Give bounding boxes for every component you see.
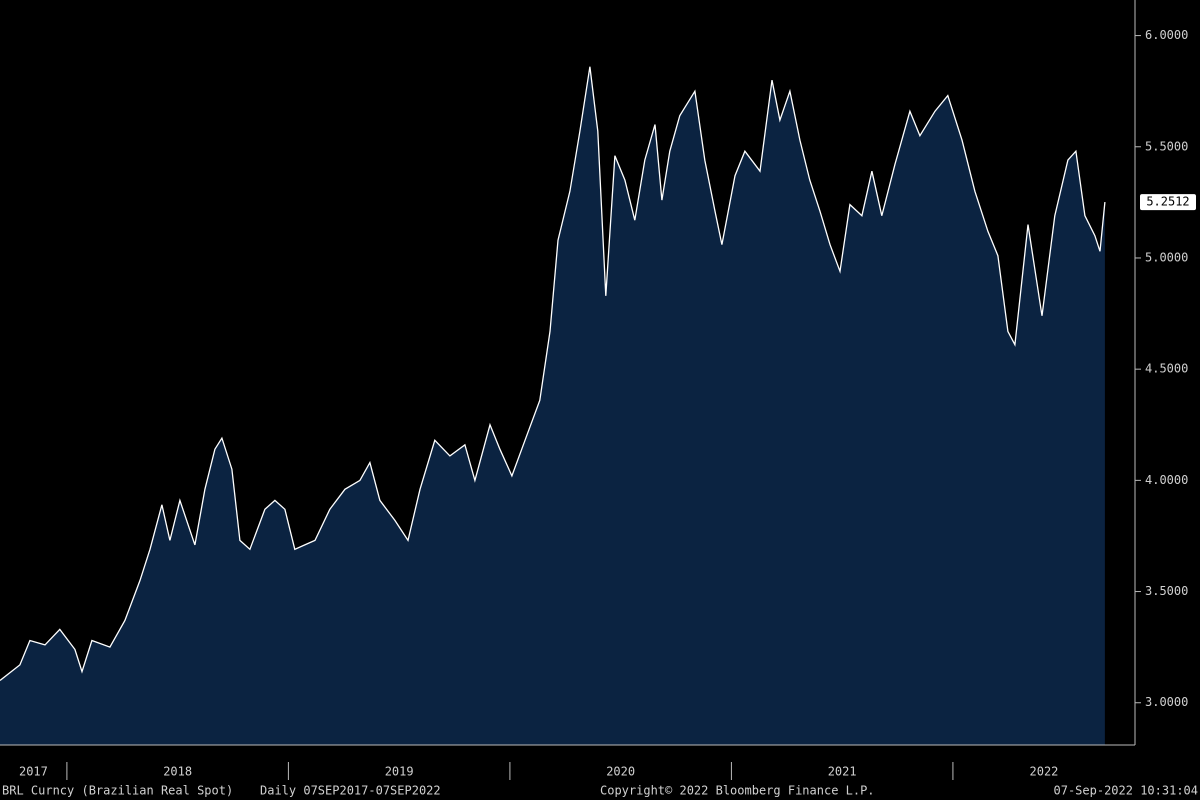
x-tick-label: 2022: [1030, 765, 1059, 779]
footer-range: Daily 07SEP2017-07SEP2022: [260, 784, 441, 798]
y-tick-label: 4.0000: [1145, 473, 1188, 487]
y-tick-label: 4.5000: [1145, 362, 1188, 376]
y-tick-label: 3.5000: [1145, 584, 1188, 598]
footer-ticker: BRL Curncy (Brazilian Real Spot): [2, 784, 233, 798]
last-value-box: [1140, 194, 1196, 211]
x-tick-label: 2019: [385, 765, 414, 779]
area: [0, 66, 1105, 745]
x-tick-label: 2018: [163, 765, 192, 779]
price-line: [0, 66, 1106, 682]
x-tick-label: 2021: [828, 765, 857, 779]
y-tick-label: 5.0000: [1145, 250, 1188, 264]
footer-copyright: Copyright© 2022 Bloomberg Finance L.P.: [600, 784, 875, 798]
y-tick-label: 3.0000: [1145, 695, 1188, 709]
y-tick-label: 6.0000: [1145, 28, 1188, 42]
footer-timestamp: 07-Sep-2022 10:31:04: [1054, 784, 1199, 798]
y-tick-label: 5.5000: [1145, 139, 1188, 153]
last-value-label: 5.2512: [1146, 195, 1189, 209]
x-tick-label: 2020: [606, 765, 635, 779]
x-tick-label: 2017: [19, 765, 48, 779]
